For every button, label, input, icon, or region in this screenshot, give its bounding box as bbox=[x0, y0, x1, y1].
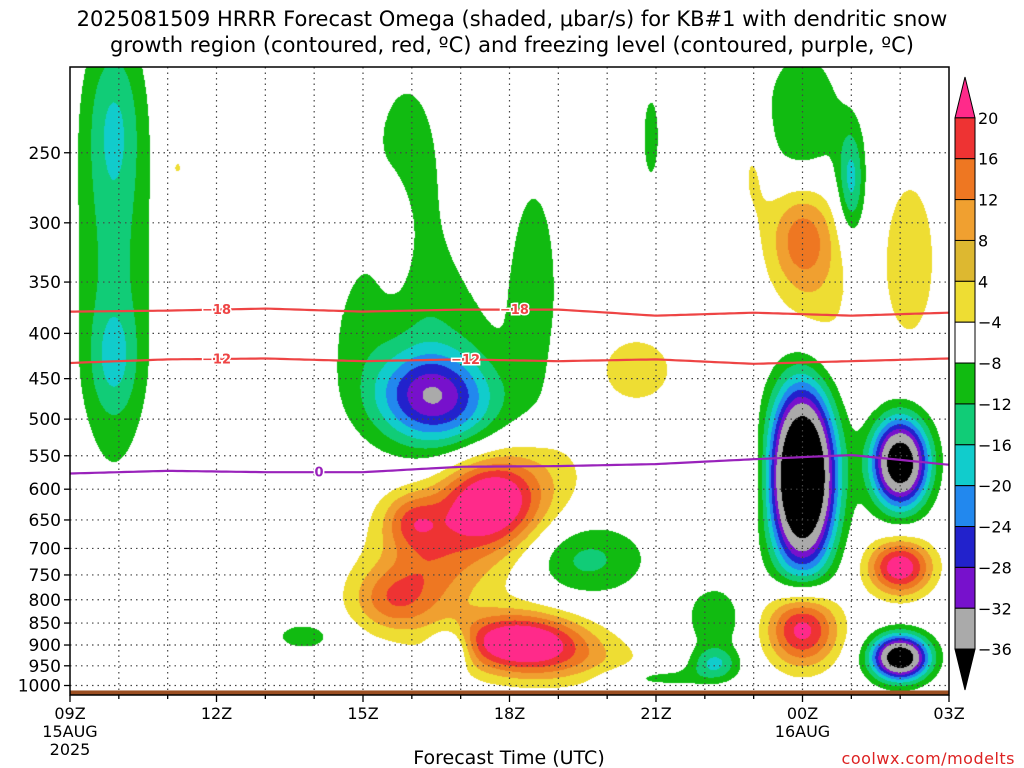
colorbar: 20 16 12 8 4 −4 −8 −12 −16 −20 −24 −28 −32 −36 bbox=[954, 76, 1012, 691]
y-tick-label: 600 bbox=[29, 480, 61, 500]
y-tick-label: 700 bbox=[29, 539, 61, 559]
x-tick-label: 21Z bbox=[640, 704, 671, 723]
colorbar-segment bbox=[954, 566, 976, 609]
colorbar-label: −8 bbox=[978, 354, 1002, 373]
colorbar-label: −16 bbox=[978, 436, 1012, 455]
y-tick-label: 800 bbox=[29, 591, 61, 611]
contour-label-0: 0 bbox=[315, 466, 324, 481]
grid-lines bbox=[70, 67, 949, 695]
colorbar-label: 8 bbox=[978, 231, 988, 250]
contour-label--18: −18 bbox=[500, 303, 529, 318]
y-tick-label: 1000 bbox=[18, 677, 61, 697]
ground-terrain bbox=[70, 690, 949, 695]
x-tick-sublabel: 16AUG bbox=[775, 722, 830, 741]
colorbar-label: −24 bbox=[978, 518, 1012, 537]
colorbar-label: 4 bbox=[978, 272, 988, 291]
credit-text: coolwx.com/modelts bbox=[842, 749, 1015, 768]
x-tick-sublabel: 2025 bbox=[50, 740, 91, 759]
temperature-contours: −18 −18 −12 −12 0 bbox=[70, 302, 949, 482]
colorbar-label: −32 bbox=[978, 599, 1012, 618]
y-tick-label: 450 bbox=[29, 370, 61, 390]
pressure-axis: 2503003504004505005506006507007508008509… bbox=[18, 144, 70, 697]
x-tick-sublabel: 15AUG bbox=[42, 722, 97, 741]
y-tick-label: 400 bbox=[29, 324, 61, 344]
contour-line--18 bbox=[70, 307, 949, 317]
y-tick-label: 750 bbox=[29, 566, 61, 586]
x-tick-label: 09Z bbox=[54, 704, 85, 723]
colorbar-segment bbox=[954, 526, 976, 568]
colorbar-segment bbox=[954, 158, 976, 201]
y-tick-label: 950 bbox=[29, 657, 61, 677]
y-tick-label: 250 bbox=[29, 144, 61, 164]
colorbar-bottom-arrow bbox=[954, 648, 976, 691]
colorbar-label: 16 bbox=[978, 150, 998, 169]
colorbar-segment bbox=[954, 199, 976, 241]
colorbar-segment bbox=[954, 403, 976, 446]
colorbar-segment bbox=[954, 117, 976, 160]
y-tick-label: 900 bbox=[29, 636, 61, 656]
y-tick-label: 500 bbox=[29, 410, 61, 430]
colorbar-label: −36 bbox=[978, 640, 1012, 659]
y-tick-label: 850 bbox=[29, 614, 61, 634]
contour-label--12: −12 bbox=[451, 353, 480, 368]
y-tick-label: 550 bbox=[29, 447, 61, 467]
y-tick-label: 350 bbox=[29, 273, 61, 293]
y-tick-label: 300 bbox=[29, 214, 61, 234]
colorbar-label: −4 bbox=[978, 313, 1002, 332]
contour-label--18: −18 bbox=[202, 303, 231, 318]
x-tick-label: 18Z bbox=[494, 704, 525, 723]
colorbar-segment bbox=[954, 239, 976, 282]
contour-line-0 bbox=[70, 453, 949, 475]
chart-title-line1: 2025081509 HRRR Forecast Omega (shaded, … bbox=[77, 7, 948, 31]
colorbar-label: 12 bbox=[978, 191, 998, 210]
colorbar-segment bbox=[954, 362, 976, 405]
colorbar-segment bbox=[954, 321, 976, 364]
contour-label--12: −12 bbox=[202, 352, 231, 367]
contour-line--12 bbox=[70, 357, 949, 365]
x-tick-label: 15Z bbox=[347, 704, 378, 723]
colorbar-segment bbox=[954, 444, 976, 487]
x-axis-title: Forecast Time (UTC) bbox=[413, 747, 604, 768]
x-tick-label: 00Z bbox=[787, 704, 818, 723]
plot-area: −18 −18 −12 −12 0 bbox=[69, 66, 950, 696]
colorbar-label: −12 bbox=[978, 395, 1012, 414]
colorbar-segment bbox=[954, 485, 976, 528]
x-tick-label: 12Z bbox=[201, 704, 232, 723]
chart-title-line2: growth region (contoured, red, ºC) and f… bbox=[110, 33, 914, 57]
y-tick-label: 650 bbox=[29, 511, 61, 531]
colorbar-top-arrow bbox=[954, 76, 976, 119]
colorbar-label: 20 bbox=[978, 109, 998, 128]
colorbar-segment bbox=[954, 280, 976, 323]
colorbar-label: −20 bbox=[978, 477, 1012, 496]
colorbar-label: −28 bbox=[978, 558, 1012, 577]
colorbar-segment bbox=[954, 607, 976, 650]
x-tick-label: 03Z bbox=[933, 704, 964, 723]
